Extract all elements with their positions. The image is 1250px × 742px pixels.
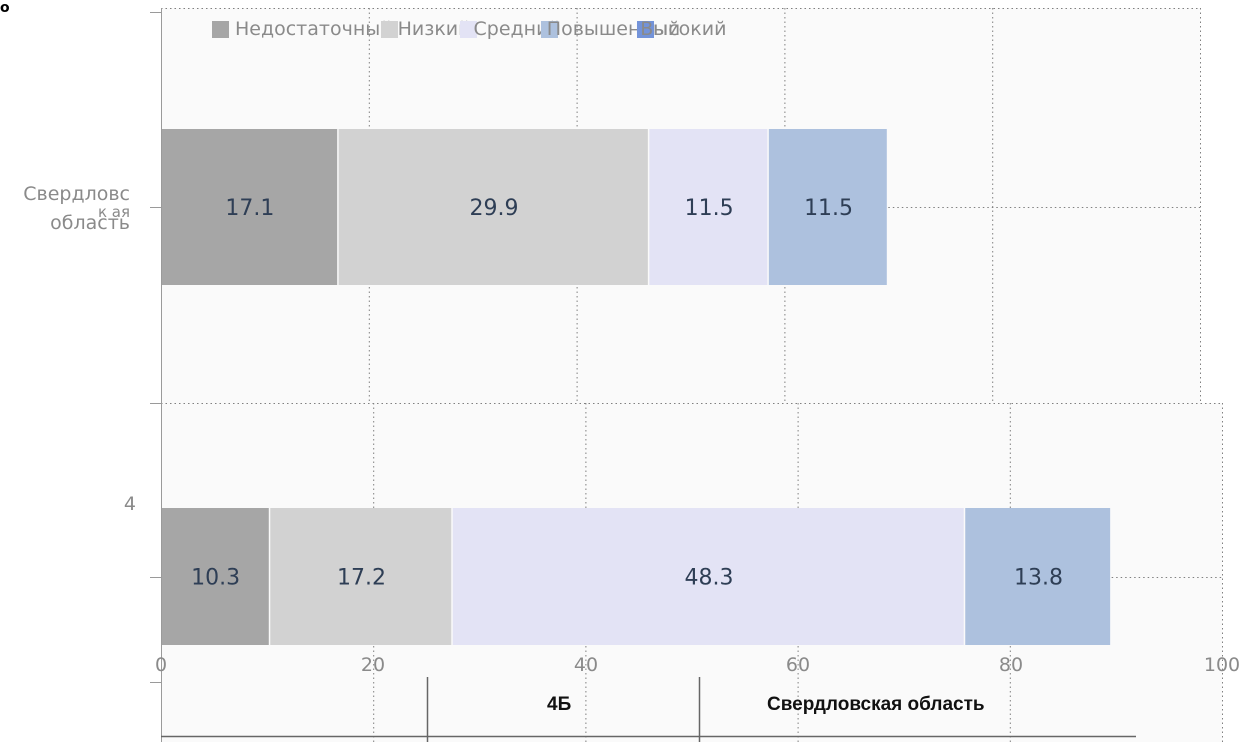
bar-0-0 xyxy=(161,129,338,285)
x-tick-label-0: 0 xyxy=(155,654,167,676)
data-label-0-3: 11.5 xyxy=(804,196,853,221)
data-label-0-1: 29.9 xyxy=(470,196,519,221)
legend-label-1: Низкий xyxy=(397,18,471,40)
bar-1-2 xyxy=(452,508,964,645)
legend-label-0: Недостаточный xyxy=(235,18,393,40)
x-tick-label-4: 80 xyxy=(999,654,1023,676)
legend-label-2: Средний xyxy=(473,18,561,40)
legend-item-4: Высокий xyxy=(637,18,726,40)
bar-1-3 xyxy=(965,508,1111,645)
legend-item-0: Недостаточный xyxy=(212,18,393,40)
bar-1-1 xyxy=(270,508,452,645)
x-tick-label-1: 20 xyxy=(361,654,385,676)
table-label-4b: 4Б xyxy=(547,694,572,715)
corner-mark: о xyxy=(0,0,10,16)
legend-swatch-3 xyxy=(540,20,558,38)
x-tick-label-2: 40 xyxy=(574,654,598,676)
data-label-1-1: 17.2 xyxy=(337,566,386,591)
table-label-region: Свердловская область xyxy=(767,694,985,715)
legend-item-1: Низкий xyxy=(380,18,471,40)
data-label-1-2: 48.3 xyxy=(685,566,734,591)
legend: Недостаточный Низкий Средний Повышенный … xyxy=(212,14,726,44)
table-background xyxy=(161,646,1222,742)
legend-swatch-1 xyxy=(380,20,398,38)
legend-item-2: Средний xyxy=(459,18,561,40)
data-label-0-2: 11.5 xyxy=(685,196,734,221)
data-label-0-0: 17.1 xyxy=(225,196,274,221)
bar-1-0 xyxy=(161,508,269,645)
bar-0-2 xyxy=(649,129,768,285)
category-label-0-1: к ая xyxy=(98,203,130,221)
bar-0-1 xyxy=(338,129,648,285)
x-tick-label-3: 60 xyxy=(786,654,810,676)
legend-swatch-4 xyxy=(637,20,655,38)
category-label-0-0: Свердловс xyxy=(23,183,130,205)
legend-swatch-0 xyxy=(212,20,229,38)
bar-0-3 xyxy=(768,129,887,285)
category-label-1-0: 4 xyxy=(124,493,136,515)
legend-label-4: Высокий xyxy=(640,18,727,40)
category-label-0-2: область xyxy=(50,212,130,234)
legend-swatch-2 xyxy=(459,20,477,38)
x-tick-label-5: 100 xyxy=(1204,654,1240,676)
data-label-1-3: 13.8 xyxy=(1014,566,1063,591)
data-label-1-0: 10.3 xyxy=(191,566,240,591)
